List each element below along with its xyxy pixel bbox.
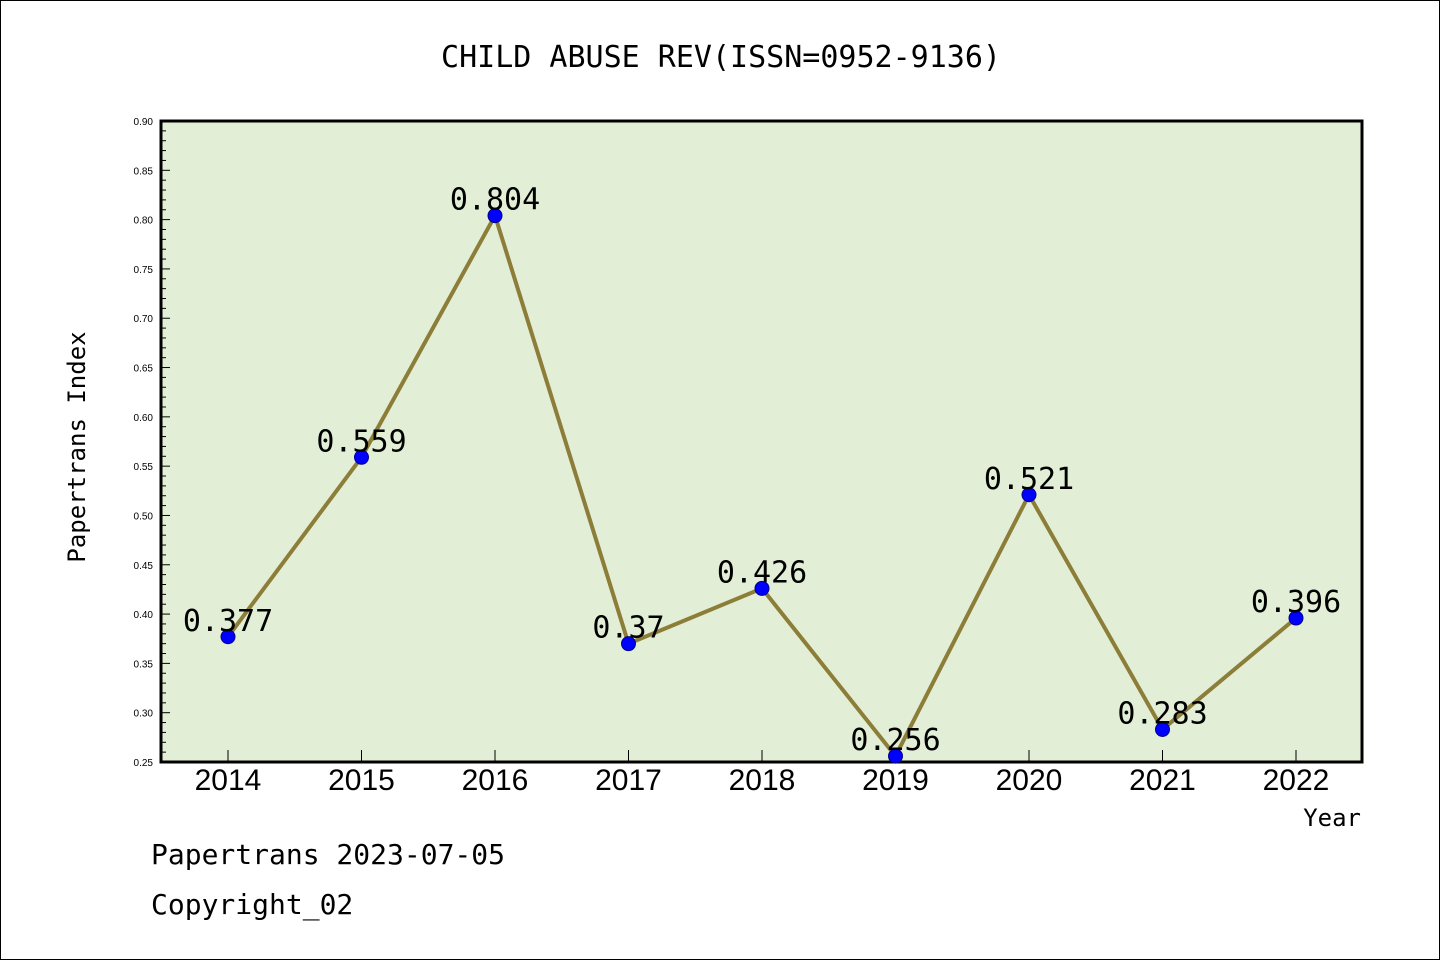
y-tick-label: 0.85 [134,166,154,177]
y-tick-label: 0.55 [134,462,154,473]
x-tick-label: 2018 [729,764,796,797]
x-tick-label: 2019 [862,764,929,797]
data-label: 0.426 [717,555,807,590]
y-tick-label: 0.60 [134,413,154,424]
y-tick-label: 0.50 [134,511,154,522]
data-point [754,580,770,596]
x-tick-label: 2014 [195,764,262,797]
x-tick-label: 2015 [328,764,395,797]
data-point [888,748,903,764]
plot-area [159,119,1364,764]
x-tick-label: 2021 [1129,764,1196,797]
data-label: 0.521 [984,462,1074,497]
data-markers [220,208,1304,764]
x-axis-ticks: 2014 2015 2016 2017 2018 2019 2020 2021 2022 [195,750,1330,797]
footer-copyright: Copyright_02 [151,888,353,922]
y-axis-label: Papertrans Index [63,331,91,562]
data-point [354,449,369,465]
y-tick-label: 0.25 [134,758,154,769]
x-tick-label: 2020 [996,764,1063,797]
x-axis-label: Year [1303,804,1361,832]
data-labels: 0.377 0.559 0.804 0.37 0.426 0.256 0.521 0.283 0… [183,183,1341,758]
y-axis-ticks: 0.25 0.30 0.35 0.40 0.45 0.50 0.55 0.60 0.65 0.70… [134,117,170,769]
data-label: 0.396 [1251,585,1341,620]
data-point [1288,610,1304,626]
x-tick-label: 2016 [462,764,529,797]
data-label: 0.37 [592,611,664,646]
footer-date: Papertrans 2023-07-05 [151,838,505,871]
data-label: 0.256 [850,723,940,758]
data-point [487,208,503,224]
data-label: 0.377 [183,604,273,639]
data-point [1155,721,1170,737]
y-tick-label: 0.35 [134,659,154,670]
data-label: 0.804 [450,183,540,218]
data-label: 0.559 [316,424,406,459]
data-point [621,636,636,652]
y-tick-label: 0.70 [134,314,154,325]
y-tick-label: 0.30 [134,709,154,720]
chart-title: CHILD ABUSE REV(ISSN=0952-9136) [441,40,1001,75]
x-tick-label: 2022 [1263,764,1330,797]
x-tick-label: 2017 [595,764,662,797]
y-tick-label: 0.75 [134,265,154,276]
y-tick-label: 0.80 [134,216,154,227]
data-label: 0.283 [1117,696,1207,731]
y-tick-label: 0.40 [134,610,154,621]
data-point [1021,487,1037,503]
data-point [220,629,236,645]
y-tick-label: 0.65 [134,364,154,375]
y-tick-label: 0.45 [134,561,154,572]
y-tick-label: 0.90 [134,117,154,128]
